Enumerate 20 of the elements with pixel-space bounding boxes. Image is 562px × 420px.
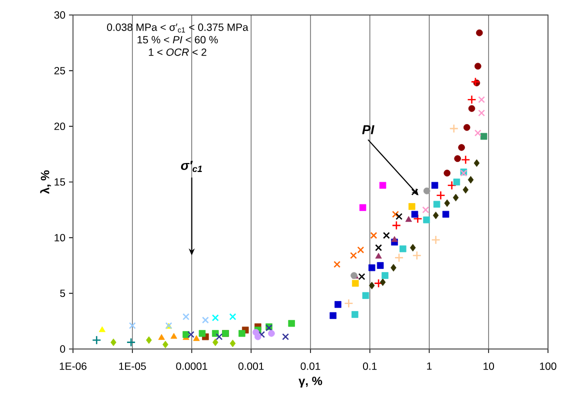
- y-tick-label: 0: [60, 345, 66, 353]
- y-axis-title: λ, %: [40, 170, 51, 194]
- x-tick-label: 0.01: [300, 362, 320, 370]
- y-tick-label: 30: [54, 11, 66, 19]
- annotation: 1 < OCR < 2: [148, 48, 206, 56]
- y-tick-label: 20: [54, 122, 66, 130]
- y-tick-label: 25: [54, 66, 66, 74]
- x-tick-label: 1: [427, 362, 432, 370]
- x-tick-label: 0.001: [238, 362, 264, 370]
- annotation: 15 % < PI < 60 %: [138, 36, 218, 44]
- x-tick-label: 10: [484, 362, 494, 370]
- x-tick-label: 0.0001: [176, 362, 208, 370]
- y-tick-label: 5: [60, 290, 66, 297]
- y-tick-label: 15: [54, 178, 66, 186]
- x-tick-label: 1E-06: [60, 362, 86, 370]
- x-axis-title: γ, %: [298, 376, 322, 388]
- x-tick-label: 100: [540, 362, 556, 370]
- x-tick-label: 1E-05: [119, 362, 146, 370]
- x-tick-label: 0.1: [363, 362, 377, 370]
- y-tick-label: 10: [54, 234, 66, 242]
